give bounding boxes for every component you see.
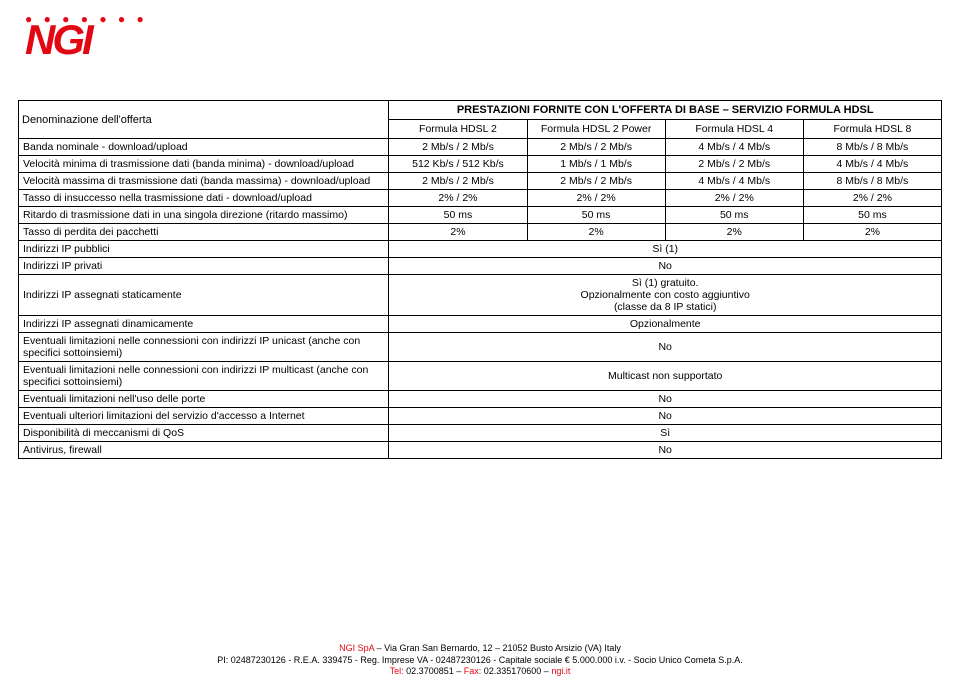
row-label: Denominazione dell'offerta	[19, 101, 389, 139]
cell-value: 2%	[389, 224, 527, 241]
cell-value-span: No	[389, 333, 942, 362]
cell-value: 2% / 2%	[665, 190, 803, 207]
table-title: PRESTAZIONI FORNITE CON L'OFFERTA DI BAS…	[389, 101, 942, 120]
cell-value: 4 Mb/s / 4 Mb/s	[803, 156, 941, 173]
cell-value-span: No	[389, 391, 942, 408]
row-label: Indirizzi IP pubblici	[19, 241, 389, 258]
cell-value: 2%	[665, 224, 803, 241]
cell-value: 2 Mb/s / 2 Mb/s	[389, 173, 527, 190]
cell-value-span: No	[389, 408, 942, 425]
row-label: Indirizzi IP assegnati staticamente	[19, 275, 389, 316]
cell-value-span: Opzionalmente	[389, 316, 942, 333]
footer-site: ngi.it	[551, 666, 570, 676]
cell-value: 4 Mb/s / 4 Mb/s	[665, 173, 803, 190]
row-label: Eventuali limitazioni nelle connessioni …	[19, 333, 389, 362]
cell-value: 50 ms	[527, 207, 665, 224]
row-label: Eventuali limitazioni nelle connessioni …	[19, 362, 389, 391]
row-label: Eventuali ulteriori limitazioni del serv…	[19, 408, 389, 425]
logo-text: NGI	[25, 16, 91, 63]
cell-value: 2% / 2%	[389, 190, 527, 207]
column-header: Formula HDSL 2 Power	[527, 120, 665, 139]
cell-value: 2 Mb/s / 2 Mb/s	[527, 139, 665, 156]
cell-value: 8 Mb/s / 8 Mb/s	[803, 173, 941, 190]
cell-value: 8 Mb/s / 8 Mb/s	[803, 139, 941, 156]
cell-value: 2%	[527, 224, 665, 241]
row-label: Banda nominale - download/upload	[19, 139, 389, 156]
cell-value: 4 Mb/s / 4 Mb/s	[665, 139, 803, 156]
cell-value: 2% / 2%	[803, 190, 941, 207]
row-label: Antivirus, firewall	[19, 442, 389, 459]
logo: ● ● ● ● ● ● ● NGI	[25, 12, 148, 64]
page-footer: NGI SpA – Via Gran San Bernardo, 12 – 21…	[0, 643, 960, 678]
cell-value: 2 Mb/s / 2 Mb/s	[527, 173, 665, 190]
footer-company: NGI SpA	[339, 643, 374, 653]
row-label: Velocità massima di trasmissione dati (b…	[19, 173, 389, 190]
row-label: Ritardo di trasmissione dati in una sing…	[19, 207, 389, 224]
footer-fax: 02.335170600 –	[481, 666, 551, 676]
column-header: Formula HDSL 4	[665, 120, 803, 139]
cell-value-span: Multicast non supportato	[389, 362, 942, 391]
cell-value: 2%	[803, 224, 941, 241]
cell-value: 1 Mb/s / 1 Mb/s	[527, 156, 665, 173]
footer-fax-label: Fax:	[464, 666, 482, 676]
column-header: Formula HDSL 8	[803, 120, 941, 139]
footer-tel-label: Tel:	[390, 666, 404, 676]
cell-value-span: Sì (1) gratuito. Opzionalmente con costo…	[389, 275, 942, 316]
row-label: Indirizzi IP assegnati dinamicamente	[19, 316, 389, 333]
cell-value: 2 Mb/s / 2 Mb/s	[665, 156, 803, 173]
cell-value-span: No	[389, 442, 942, 459]
cell-value: 50 ms	[665, 207, 803, 224]
column-header: Formula HDSL 2	[389, 120, 527, 139]
cell-value: 2 Mb/s / 2 Mb/s	[389, 139, 527, 156]
row-label: Eventuali limitazioni nell'uso delle por…	[19, 391, 389, 408]
row-label: Disponibilità di meccanismi di QoS	[19, 425, 389, 442]
cell-value: 512 Kb/s / 512 Kb/s	[389, 156, 527, 173]
row-label: Velocità minima di trasmissione dati (ba…	[19, 156, 389, 173]
footer-address: – Via Gran San Bernardo, 12 – 21052 Bust…	[374, 643, 621, 653]
footer-tel: 02.3700851 –	[404, 666, 464, 676]
main-content: Denominazione dell'offertaPRESTAZIONI FO…	[18, 100, 942, 459]
cell-value: 50 ms	[389, 207, 527, 224]
service-table: Denominazione dell'offertaPRESTAZIONI FO…	[18, 100, 942, 459]
row-label: Tasso di perdita dei pacchetti	[19, 224, 389, 241]
cell-value: 50 ms	[803, 207, 941, 224]
cell-value-span: No	[389, 258, 942, 275]
cell-value-span: Sì	[389, 425, 942, 442]
cell-value: 2% / 2%	[527, 190, 665, 207]
row-label: Indirizzi IP privati	[19, 258, 389, 275]
footer-reg: PI: 02487230126 - R.E.A. 339475 - Reg. I…	[0, 655, 960, 667]
row-label: Tasso di insuccesso nella trasmissione d…	[19, 190, 389, 207]
cell-value-span: Sì (1)	[389, 241, 942, 258]
